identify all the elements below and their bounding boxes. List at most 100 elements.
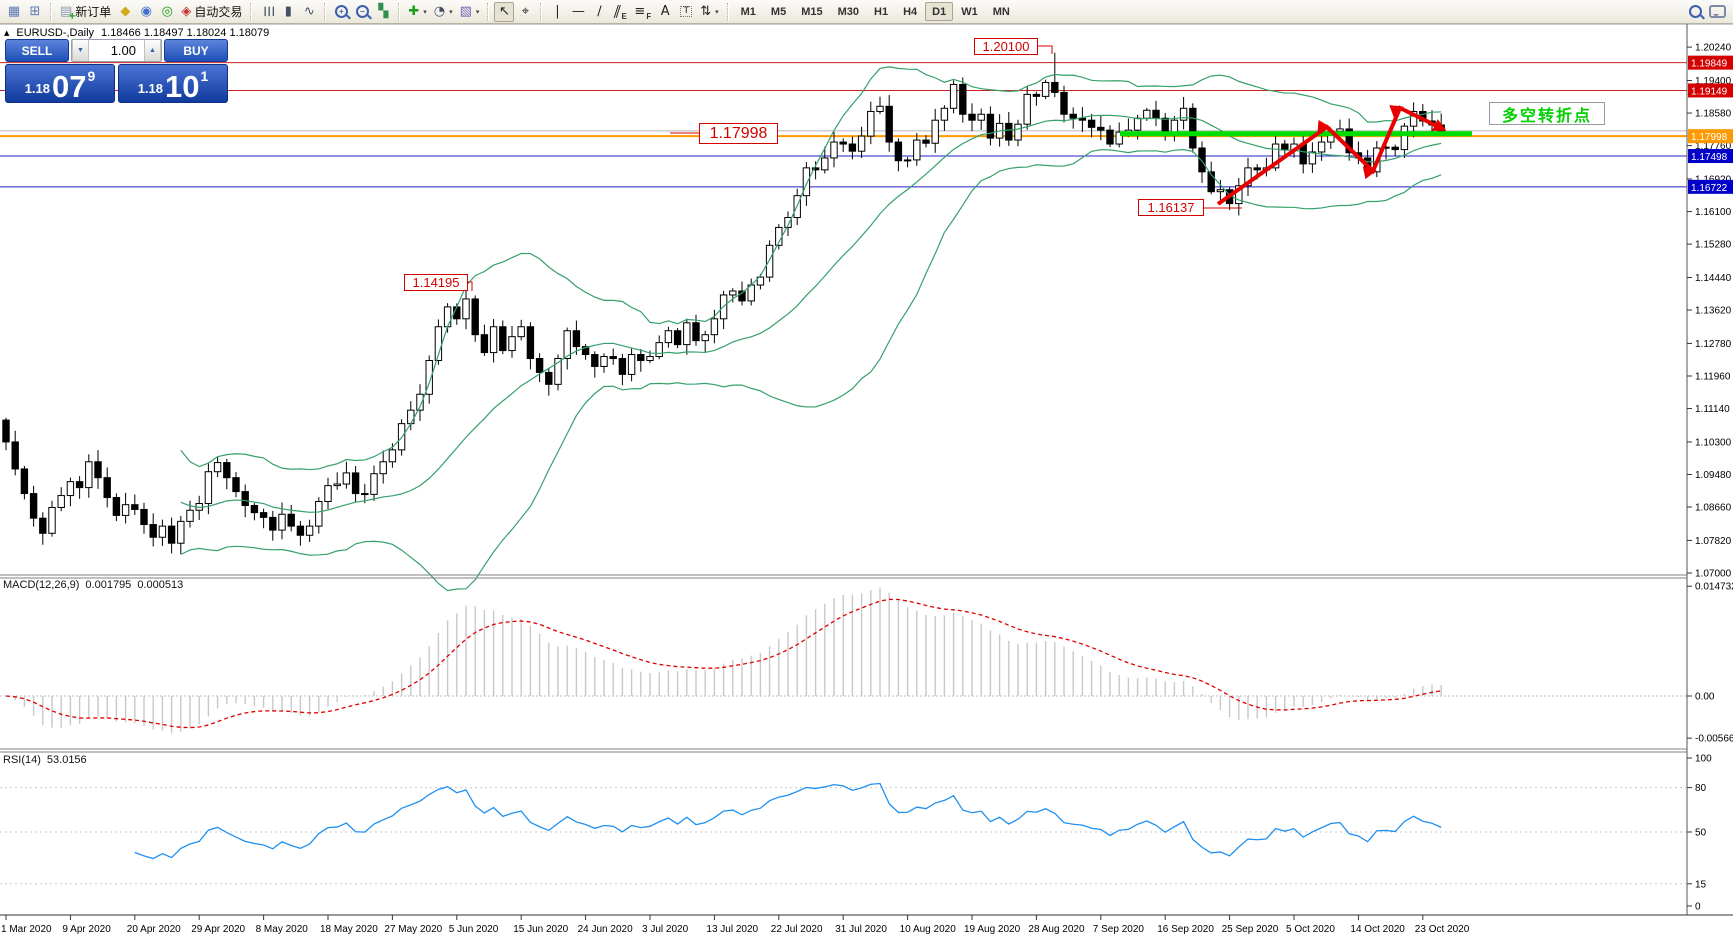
periods-button[interactable]: ◔ ▾ — [431, 2, 456, 22]
candlestick-chart-button[interactable]: ▮ — [278, 2, 298, 22]
axis-label: 10 Aug 2020 — [900, 924, 957, 935]
candle-body — [959, 83, 967, 115]
candle-body — [609, 356, 617, 360]
candle-body — [581, 346, 590, 356]
text-label-button[interactable]: T — [676, 2, 696, 22]
signals-button[interactable]: ◎ — [157, 2, 177, 22]
candle-body — [57, 495, 65, 508]
arrows-dropdown-icon[interactable]: ▾ — [715, 7, 719, 16]
axis-label: 1.16722 — [1691, 183, 1728, 194]
timeframe-M5[interactable]: M5 — [764, 2, 793, 21]
zoom-in-button[interactable]: + — [331, 2, 351, 22]
arrows-button[interactable]: ⇅ ▾ — [697, 2, 721, 22]
templates-dropdown-icon[interactable]: ▾ — [475, 7, 480, 16]
bar-chart-button[interactable]: ☰ — [257, 2, 277, 22]
vertical-line-button[interactable]: | — [547, 2, 567, 22]
candle-body — [66, 481, 75, 497]
indicators-button[interactable]: ✚ ▾ — [405, 2, 429, 22]
candle-body — [673, 330, 682, 346]
toolbar-separator — [398, 2, 401, 21]
cursor-button[interactable]: ↖ — [494, 1, 515, 22]
axis-label: 0.014732 — [1695, 582, 1733, 593]
equidistant-channel-button[interactable]: ∥ E — [610, 2, 630, 22]
horizontal-line-button[interactable]: — — [568, 2, 588, 22]
axis-label: 14 Oct 2020 — [1350, 924, 1405, 935]
candle-body — [103, 477, 111, 499]
candle-body — [784, 217, 792, 228]
macd-pane — [0, 587, 1687, 734]
turning-point-annotation[interactable]: 多空转折点 — [1489, 102, 1605, 125]
chart-styles-button[interactable]: ◆ — [115, 2, 135, 22]
zoom-out-button[interactable]: − — [352, 2, 372, 22]
candle-body — [94, 461, 102, 479]
green-trend-line-object[interactable] — [1120, 131, 1472, 137]
axis-label: 31 Jul 2020 — [835, 924, 887, 935]
timeframe-H1[interactable]: H1 — [867, 2, 895, 21]
fibonacci-icon: ≡ — [634, 4, 646, 19]
candle-body — [821, 157, 829, 171]
candle-body — [692, 322, 700, 342]
candle-body — [968, 113, 976, 121]
toolbar: ▦ ⊞ ▤ + 新订单 ◆ ◉ ◎ ◈ 自动交易 ☰ ▮ ∿ + − ▚ ✚ ▾ ◔ ▾ ▧ ▾ ↖ ⌖ | — ∕ ∥ E ≡ F A T ⇅ ▾… — [0, 0, 1733, 24]
tile-windows-button[interactable]: ▚ — [373, 2, 393, 22]
line-chart-button[interactable]: ∿ — [299, 2, 319, 22]
timeframe-W1[interactable]: W1 — [954, 2, 985, 21]
data-window-button[interactable]: ⊞ — [25, 2, 45, 22]
crosshair-button[interactable]: ⌖ — [515, 2, 535, 22]
timeframe-MN[interactable]: MN — [986, 2, 1017, 21]
toolbar-separator — [250, 2, 253, 21]
arrows-icon: ⇅ — [700, 4, 712, 19]
fibonacci-button[interactable]: ≡ F — [631, 2, 654, 22]
candle-body — [1244, 167, 1252, 187]
axis-label: 7 Sep 2020 — [1093, 924, 1145, 935]
chart-window-button[interactable]: ▦ — [4, 2, 24, 22]
price-label-annotation[interactable]: 1.14195 — [404, 274, 468, 291]
axis-label: 1.17998 — [1691, 132, 1728, 143]
templates-button[interactable]: ▧ ▾ — [457, 2, 483, 22]
axis-label: 1.18580 — [1695, 109, 1732, 120]
price-label-annotation[interactable]: 1.16137 — [1138, 199, 1204, 216]
timeframe-M1[interactable]: M1 — [734, 2, 763, 21]
timeframe-M30[interactable]: M30 — [831, 2, 866, 21]
new-order-button[interactable]: ▤ + 新订单 — [57, 2, 114, 22]
timeframe-M15[interactable]: M15 — [794, 2, 829, 21]
auto-trading-button[interactable]: ◈ 自动交易 — [178, 2, 245, 22]
indicators-dropdown-icon[interactable]: ▾ — [423, 7, 427, 16]
candle-body — [554, 358, 562, 385]
candle-body — [1097, 126, 1105, 131]
candle-body — [1207, 171, 1215, 193]
timeframe-D1[interactable]: D1 — [925, 2, 954, 21]
timeframe-H4[interactable]: H4 — [896, 2, 924, 21]
volume-increase-button[interactable]: ▲ — [144, 40, 161, 61]
axis-label: 80 — [1695, 783, 1707, 794]
candle-body — [370, 473, 378, 495]
horizontal-line-icon: — — [571, 4, 585, 19]
profiles-button[interactable]: ◉ — [136, 2, 156, 22]
zigzag-trend-arrows[interactable] — [1216, 105, 1447, 206]
price-label-annotation[interactable]: 1.17998 — [699, 123, 778, 144]
trend-line-button[interactable]: ∕ — [589, 2, 609, 22]
buy-price[interactable]: 1.18 10 1 — [118, 64, 228, 103]
candle-body — [627, 354, 636, 375]
chat-button[interactable] — [1706, 2, 1729, 22]
price-label-annotation[interactable]: 1.20100 — [974, 38, 1038, 55]
volume-input[interactable] — [89, 40, 144, 61]
periods-dropdown-icon[interactable]: ▾ — [449, 7, 453, 16]
trend-line-icon: ∕ — [597, 4, 602, 19]
macd-name: MACD(12,26,9) — [3, 579, 80, 591]
text-button[interactable]: A — [655, 2, 675, 22]
sell-button[interactable]: SELL — [5, 39, 69, 62]
buy-button[interactable]: BUY — [164, 39, 228, 62]
chart-title-quotes: 1.18466 1.18497 1.18024 1.18079 — [101, 27, 270, 39]
sell-price[interactable]: 1.18 07 9 — [5, 64, 115, 103]
candle-body — [213, 462, 222, 473]
search-button[interactable] — [1685, 2, 1705, 22]
vertical-line-icon: | — [555, 4, 560, 19]
volume-decrease-button[interactable]: ▼ — [72, 40, 89, 61]
date-axis[interactable]: 1 Mar 2020 9 Apr 2020 20 Apr 2020 29 Apr 20… — [1, 915, 1470, 935]
chart-window-icon: ▦ — [7, 4, 21, 19]
auto-trading-icon: ◈ — [181, 4, 192, 19]
buy-price-sup: 1 — [200, 68, 209, 84]
